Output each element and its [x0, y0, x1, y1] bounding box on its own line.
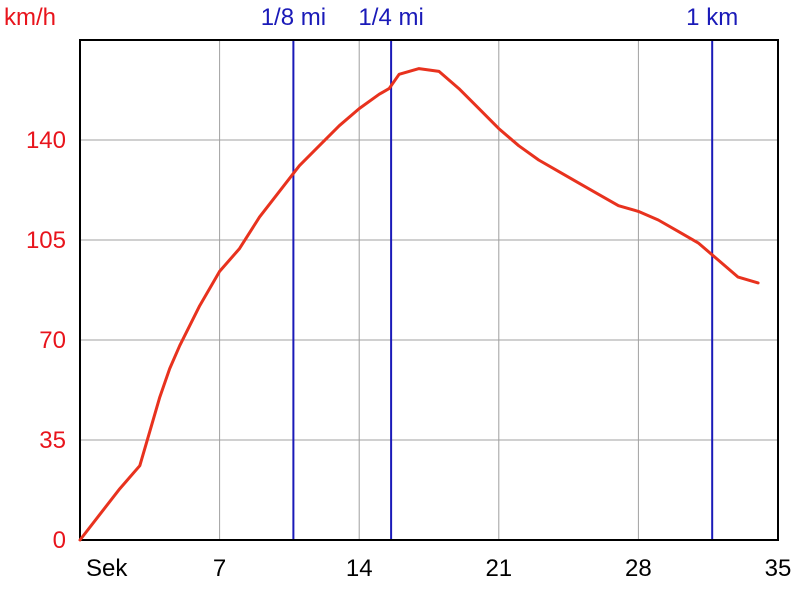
speed-line [78, 67, 760, 542]
x-tick-label: 7 [213, 555, 226, 582]
grid [80, 40, 778, 540]
y-tick-label: 70 [39, 327, 66, 354]
distance-marker-label: 1 km [686, 4, 738, 31]
x-tick-label: 28 [625, 555, 652, 582]
plot-frame [79, 39, 779, 541]
y-tick-label: 35 [39, 427, 66, 454]
distance-marker-label: 1/8 mi [261, 4, 326, 31]
y-tick-label: 105 [26, 227, 66, 254]
y-tick-label: 140 [26, 127, 66, 154]
distance-markers: 1/8 mi 1/4 mi 1 km [261, 4, 738, 540]
distance-marker-label: 1/4 mi [358, 4, 423, 31]
x-tick-label: 14 [346, 555, 373, 582]
x-tick-labels: 7 14 21 28 35 [213, 555, 791, 582]
y-tick-label: 0 [53, 527, 66, 554]
x-tick-label: 21 [485, 555, 512, 582]
x-axis-label: Sek [86, 555, 128, 582]
x-tick-label: 35 [765, 555, 792, 582]
y-tick-labels: 0 35 70 105 140 [26, 127, 66, 554]
y-axis-unit-label: km/h [4, 4, 56, 31]
